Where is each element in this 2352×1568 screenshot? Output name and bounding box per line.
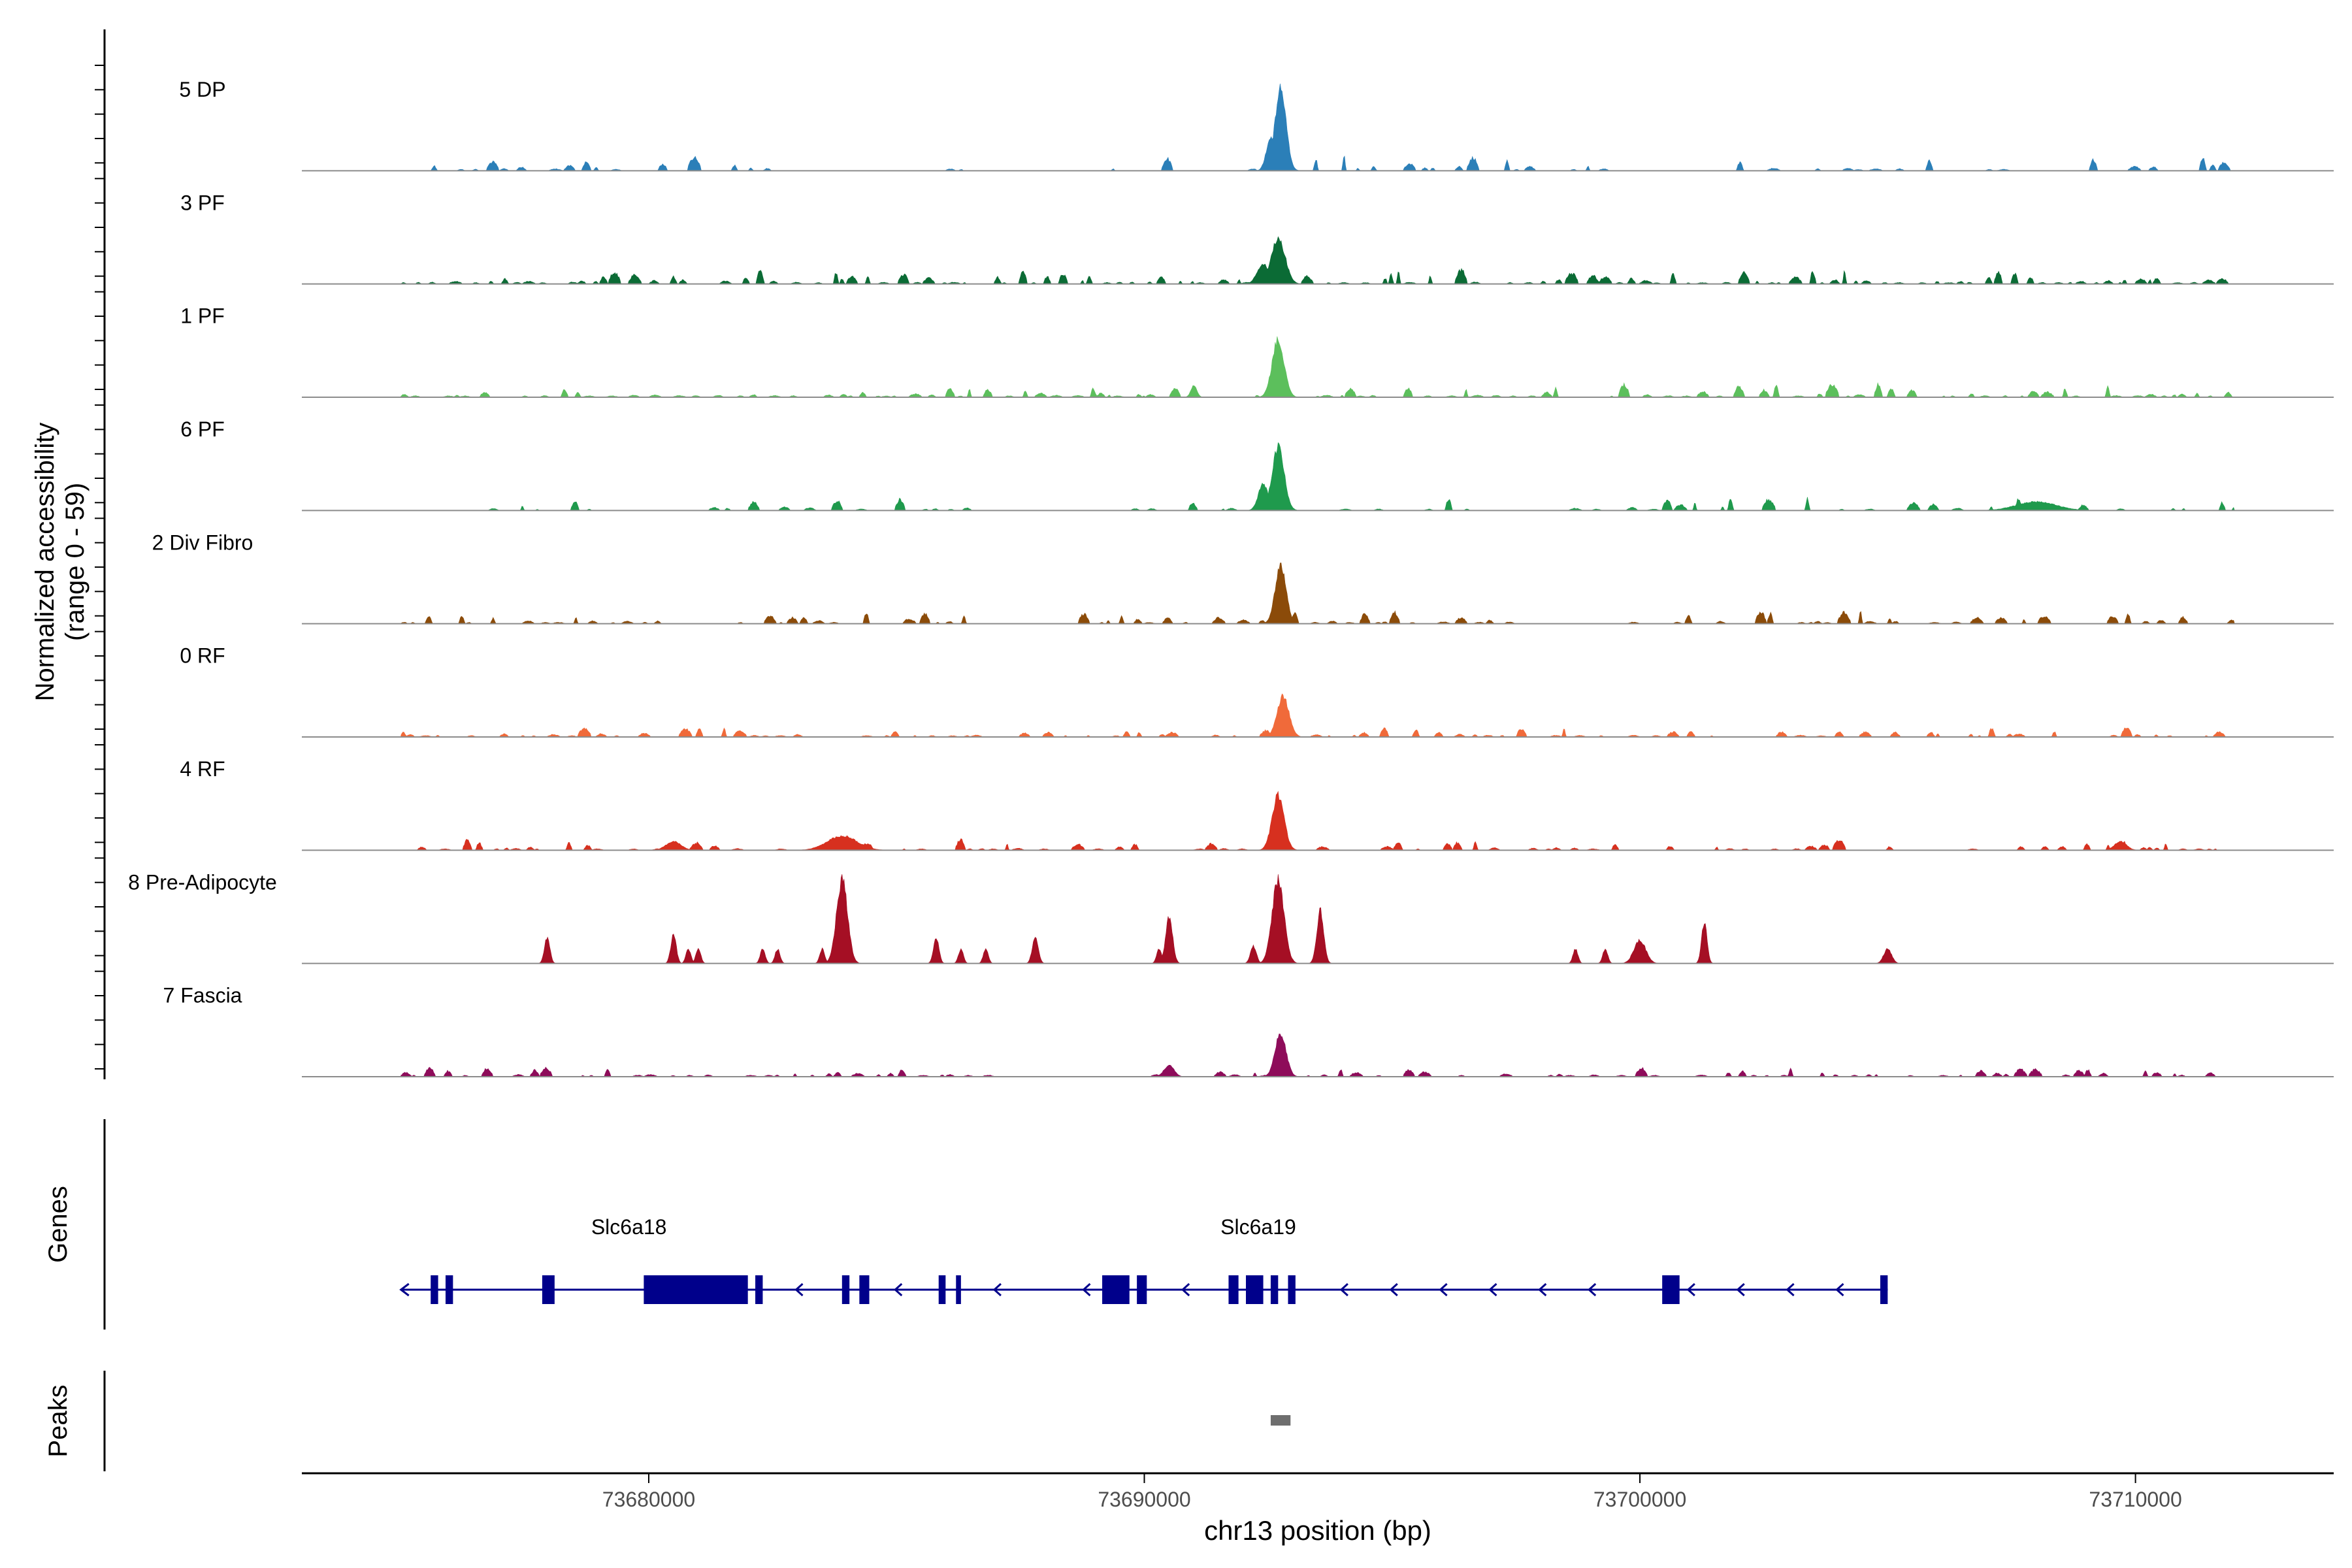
strand-arrow [1538, 1282, 1547, 1297]
strand-arrow [1181, 1282, 1190, 1297]
x-axis-ticks: 73680000 73690000 73700000 73710000 [602, 1473, 2182, 1511]
x-tick-label: 73680000 [602, 1488, 695, 1511]
strand-arrow [992, 1282, 1002, 1297]
x-tick-label: 73710000 [2089, 1488, 2181, 1511]
gene-name-label: Slc6a18 [591, 1215, 667, 1239]
x-tick-label: 73690000 [1098, 1488, 1190, 1511]
exon [1228, 1275, 1239, 1304]
track-label: 1 PF [180, 304, 225, 328]
exon [1246, 1275, 1264, 1304]
exon [841, 1275, 850, 1304]
coverage-area [400, 236, 2235, 285]
track-label: 4 RF [180, 757, 225, 781]
peak-region [1270, 1415, 1291, 1426]
track-label: 7 Fascia [163, 984, 242, 1007]
peaks-track-label: Peaks [44, 1384, 73, 1457]
exon [1137, 1275, 1147, 1304]
exon [1662, 1275, 1680, 1304]
strand-arrow [1736, 1282, 1745, 1297]
strand-arrow [893, 1282, 903, 1297]
coverage-track: 3 PF [180, 191, 2334, 285]
exon [1270, 1275, 1279, 1304]
strand-arrow [1389, 1282, 1398, 1297]
track-label: 3 PF [180, 191, 225, 214]
strand-arrow [1835, 1282, 1844, 1297]
exon [938, 1275, 946, 1304]
coverage-track: 0 RF [180, 644, 2334, 738]
exon [445, 1275, 453, 1304]
coverage-area [400, 336, 2235, 398]
strand-arrow [653, 1282, 662, 1297]
exon [542, 1275, 555, 1304]
exon [431, 1275, 438, 1304]
strand-arrow [1339, 1282, 1348, 1297]
coverage-track: 2 Div Fibro [152, 531, 2334, 625]
strand-arrow [1786, 1282, 1795, 1297]
coverage-area [400, 874, 2235, 964]
strand-arrow [1587, 1282, 1597, 1297]
genes-track-label: Genes [44, 1186, 73, 1263]
coverage-track: 7 Fascia [163, 984, 2334, 1077]
y-axis-label: Normalized accessibility [31, 423, 59, 702]
exon [644, 1275, 748, 1304]
coverage-y-axis [95, 29, 106, 1079]
gene-model: Slc6a18 Slc6a19 [399, 1215, 1888, 1304]
coverage-track: 8 Pre-Adipocyte [128, 870, 2334, 964]
peak-regions [1270, 1415, 1291, 1426]
exon [755, 1275, 763, 1304]
x-tick-label: 73700000 [1593, 1488, 1686, 1511]
track-label: 0 RF [180, 644, 225, 668]
coverage-area [400, 83, 2235, 171]
coverage-track: 5 DP [179, 78, 2334, 172]
y-axis-range-label: (range 0 - 59) [61, 483, 90, 641]
gene-name-label: Slc6a19 [1220, 1215, 1296, 1239]
coverage-track: 4 RF [180, 757, 2334, 851]
exon [1880, 1275, 1888, 1304]
exon [859, 1275, 870, 1304]
coverage-area [400, 1034, 2235, 1077]
strand-arrow [1082, 1282, 1091, 1297]
coverage-tracks: 5 DP 3 PF 1 PF 6 PF 2 Div Fibro 0 RF 4 RF 8 Pre… [128, 78, 2334, 1077]
coverage-area [400, 563, 2235, 625]
coverage-area [400, 442, 2235, 511]
coverage-area [400, 791, 2235, 851]
track-label: 6 PF [180, 417, 225, 441]
x-axis-label: chr13 position (bp) [1204, 1515, 1431, 1546]
gene-start-arrow [399, 1282, 410, 1297]
exon [1288, 1275, 1296, 1304]
strand-arrow [1439, 1282, 1448, 1297]
track-label: 8 Pre-Adipocyte [128, 870, 277, 894]
exon [956, 1275, 961, 1304]
exon [1102, 1275, 1130, 1304]
strand-arrow [1686, 1282, 1695, 1297]
track-label: 5 DP [179, 78, 225, 101]
coverage-area [400, 693, 2235, 738]
strand-arrow [794, 1282, 804, 1297]
strand-arrow [1488, 1282, 1497, 1297]
track-label: 2 Div Fibro [152, 531, 253, 554]
coverage-track: 1 PF [180, 304, 2334, 398]
coverage-track: 6 PF [180, 417, 2334, 512]
